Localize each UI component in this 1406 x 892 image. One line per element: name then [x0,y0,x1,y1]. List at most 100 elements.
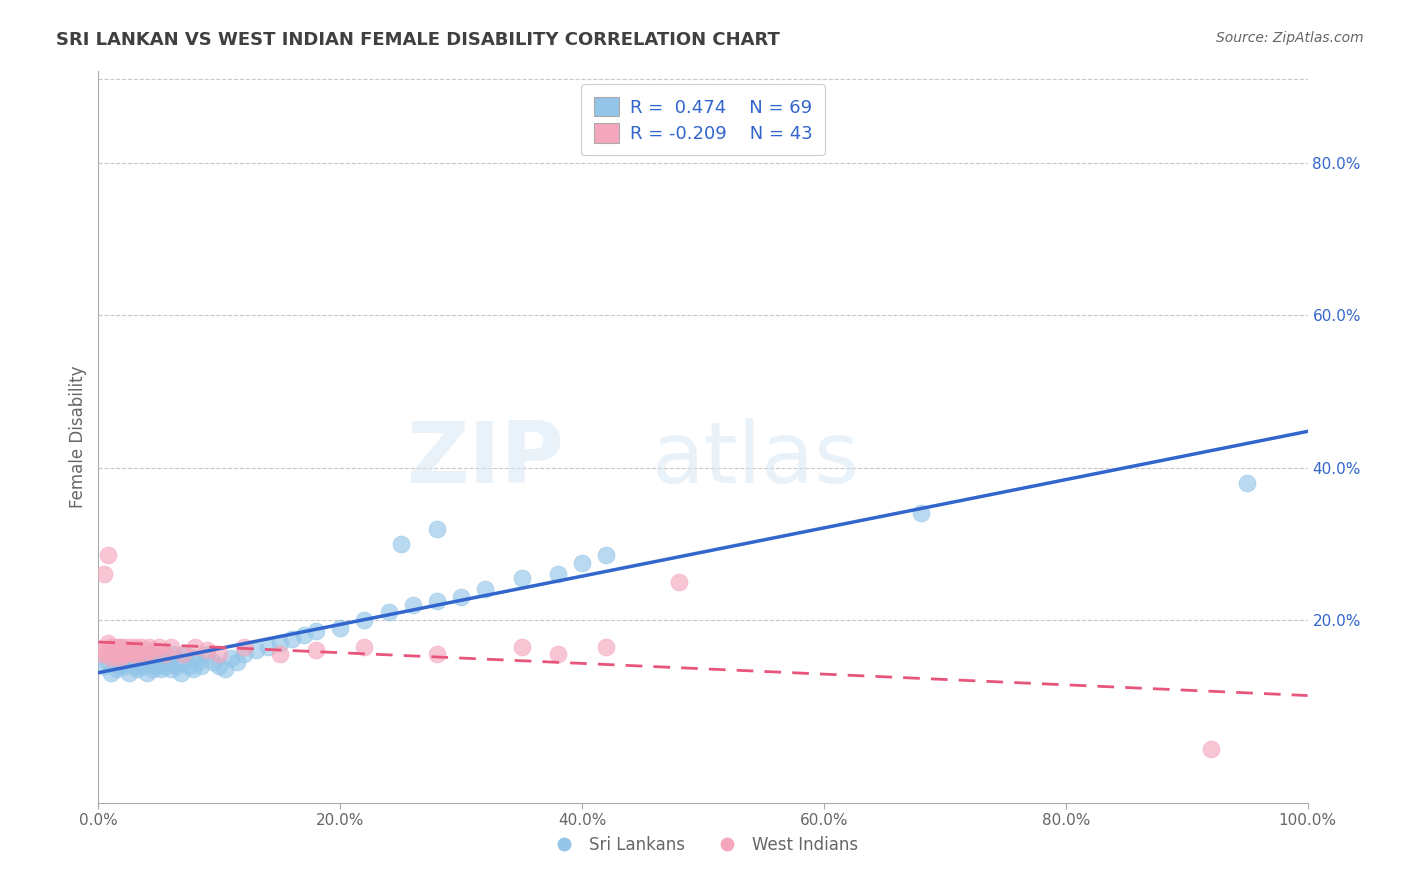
Point [426,594,449,608]
Point [305,624,328,639]
Point [105,647,128,661]
Point [162,647,184,661]
Point [142,643,165,657]
Point [129,640,152,654]
Point [166,658,188,673]
Point [510,640,533,654]
Point [142,647,165,661]
Point [269,647,291,661]
Point [91,647,114,661]
Point [129,655,152,669]
Point [100,666,122,681]
Text: atlas: atlas [652,417,860,500]
Point [221,651,243,665]
Y-axis label: Female Disability: Female Disability [69,366,87,508]
Point [172,647,194,661]
Point [135,666,157,681]
Point [93,567,115,582]
Point [121,655,143,669]
Point [329,621,352,635]
Point [96,647,118,661]
Point [134,647,156,661]
Point [108,651,131,665]
Point [256,640,278,654]
Point [111,655,134,669]
Point [245,643,267,657]
Text: SRI LANKAN VS WEST INDIAN FEMALE DISABILITY CORRELATION CHART: SRI LANKAN VS WEST INDIAN FEMALE DISABIL… [56,31,780,49]
Point [389,537,412,551]
Point [145,658,167,673]
Point [1199,742,1222,756]
Point [108,640,131,654]
Point [169,666,191,681]
Point [153,658,176,673]
Point [571,556,593,570]
Point [124,658,146,673]
Point [510,571,533,585]
Point [124,647,146,661]
Point [100,640,122,654]
Point [105,663,128,677]
Point [105,640,128,654]
Point [195,643,218,657]
Point [93,643,115,657]
Point [353,640,375,654]
Point [214,663,236,677]
Point [114,658,136,673]
Legend: Sri Lankans, West Indians: Sri Lankans, West Indians [541,829,865,860]
Point [157,655,180,669]
Point [97,655,120,669]
Point [208,647,231,661]
Point [129,647,152,661]
Point [118,647,141,661]
Point [135,651,157,665]
Point [118,666,141,681]
Point [668,574,690,589]
Point [100,651,122,665]
Point [93,658,115,673]
Point [127,663,149,677]
Point [547,567,569,582]
Point [111,647,134,661]
Point [153,651,176,665]
Point [114,647,136,661]
Point [292,628,315,642]
Point [138,640,160,654]
Point [134,658,156,673]
Point [108,658,131,673]
Point [111,647,134,661]
Point [101,640,124,654]
Point [124,651,146,665]
Point [450,590,472,604]
Point [135,647,157,661]
Point [910,506,932,520]
Point [121,647,143,661]
Point [100,651,122,665]
Point [184,651,207,665]
Text: Source: ZipAtlas.com: Source: ZipAtlas.com [1216,31,1364,45]
Point [190,658,212,673]
Point [202,655,225,669]
Point [160,663,183,677]
Point [138,655,160,669]
Point [208,658,231,673]
Point [232,647,254,661]
Point [101,647,124,661]
Point [595,548,617,562]
Point [153,647,176,661]
Point [118,640,141,654]
Point [353,613,375,627]
Text: ZIP: ZIP [406,417,564,500]
Point [547,647,569,661]
Point [172,655,194,669]
Point [305,643,328,657]
Point [281,632,304,646]
Point [111,640,134,654]
Point [127,643,149,657]
Point [105,651,128,665]
Point [187,655,209,669]
Point [226,655,249,669]
Point [160,640,183,654]
Point [148,655,170,669]
Point [142,663,165,677]
